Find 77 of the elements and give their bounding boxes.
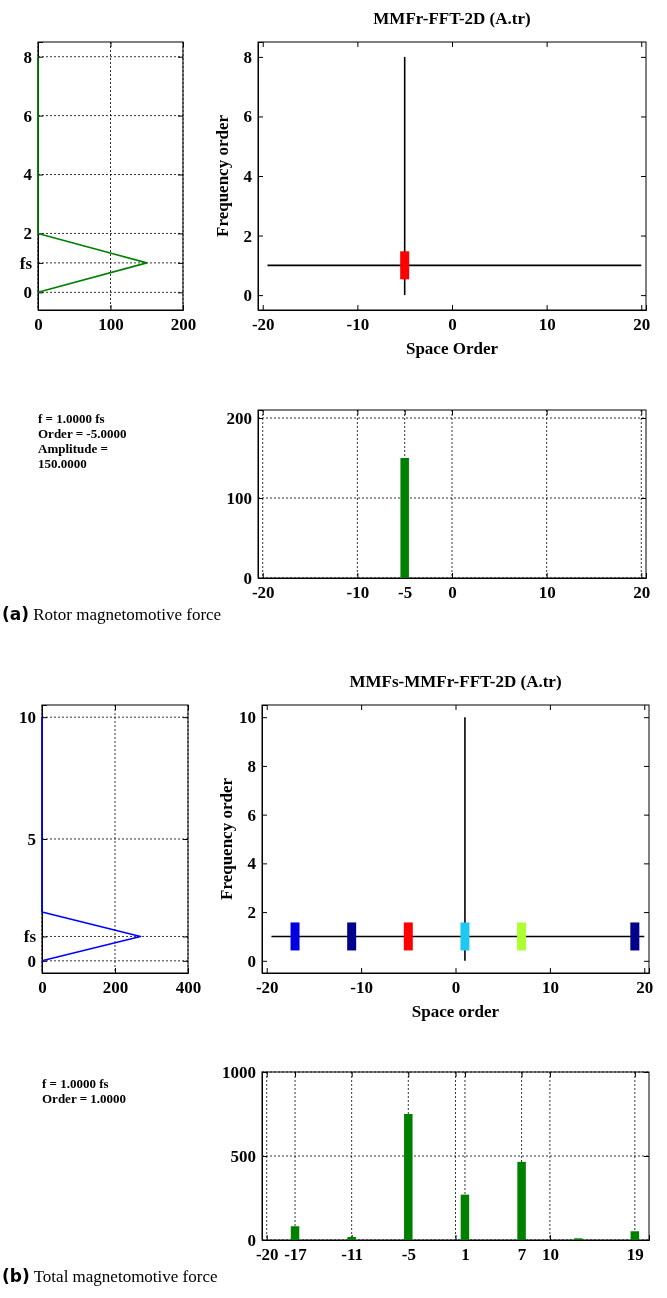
y-tick-label: 0 bbox=[247, 951, 256, 971]
x-tick-label: 200 bbox=[102, 978, 129, 998]
bar bbox=[347, 1236, 356, 1240]
x-tick-label: 10 bbox=[541, 978, 559, 998]
x-tick-label: -10 bbox=[350, 978, 373, 998]
text: f = 1.0000 fs bbox=[38, 411, 105, 426]
y-tick-label: 5 bbox=[27, 829, 36, 849]
x-tick-label: -5 bbox=[398, 583, 413, 603]
y-tick-label: 500 bbox=[230, 1146, 256, 1166]
y-tick-label: 2 bbox=[23, 224, 32, 244]
y-tick-label: 2 bbox=[247, 903, 256, 923]
y-tick-label: fs bbox=[23, 927, 37, 947]
y-tick-label: 0 bbox=[243, 286, 252, 306]
x-tick-label: 200 bbox=[170, 315, 197, 335]
y-tick-label: 1000 bbox=[222, 1062, 256, 1082]
line-series bbox=[37, 55, 148, 294]
y-tick-label: 6 bbox=[23, 106, 32, 126]
text: f = 1.0000 fs bbox=[42, 1076, 109, 1091]
bar bbox=[517, 1161, 526, 1240]
bar bbox=[630, 1231, 640, 1240]
y-tick-label: 8 bbox=[243, 47, 252, 67]
x-tick-label: -20 bbox=[255, 978, 279, 998]
y-tick-label: 4 bbox=[247, 854, 257, 874]
y-tick-label: 0 bbox=[23, 283, 32, 303]
y-tick-label: 6 bbox=[247, 805, 256, 825]
y-tick-label: 4 bbox=[243, 166, 253, 186]
x-tick-label: 10 bbox=[538, 583, 556, 603]
text: (a) Rotor magnetomotive force bbox=[2, 604, 222, 624]
x-tick-label: -5 bbox=[401, 1245, 416, 1265]
y-tick-label: 100 bbox=[226, 488, 252, 508]
x-tick-label: 10 bbox=[541, 1245, 559, 1265]
bar bbox=[460, 1194, 470, 1240]
y-tick-label: 0 bbox=[247, 1230, 256, 1250]
y-tick-label: 0 bbox=[243, 568, 252, 588]
x-tick-label: -17 bbox=[284, 1245, 308, 1265]
x-tick-label: 20 bbox=[633, 583, 651, 603]
x-axis-title: Space order bbox=[411, 1002, 500, 1021]
x-axis-title: Space Order bbox=[405, 339, 499, 358]
x-tick-label: 10 bbox=[538, 315, 556, 335]
y-tick-label: 6 bbox=[243, 107, 252, 127]
text: Order = -5.0000 bbox=[38, 426, 127, 441]
y-tick-label: 4 bbox=[23, 165, 33, 185]
x-tick-label: 100 bbox=[98, 315, 124, 335]
y-tick-label: 0 bbox=[27, 951, 36, 971]
bar bbox=[290, 1226, 300, 1240]
y-tick-label: 10 bbox=[239, 708, 256, 728]
y-tick-label: 8 bbox=[23, 47, 32, 67]
x-tick-label: 7 bbox=[517, 1245, 527, 1265]
x-tick-label: 20 bbox=[636, 978, 654, 998]
x-tick-label: -20 bbox=[251, 583, 275, 603]
text: Order = 1.0000 bbox=[42, 1091, 127, 1106]
y-tick-label: 10 bbox=[19, 708, 36, 728]
y-tick-label: fs bbox=[19, 253, 33, 273]
bar bbox=[404, 1114, 413, 1240]
y-tick-label: 200 bbox=[226, 408, 252, 428]
x-tick-label: -20 bbox=[255, 1245, 279, 1265]
x-tick-label: 0 bbox=[448, 583, 457, 603]
chart-title: MMFs-MMFr-FFT-2D (A.tr) bbox=[349, 672, 562, 691]
chart-title: MMFr-FFT-2D (A.tr) bbox=[373, 9, 531, 28]
x-tick-label: -10 bbox=[346, 583, 370, 603]
x-tick-label: 1 bbox=[461, 1245, 470, 1265]
x-tick-label: 20 bbox=[633, 315, 651, 335]
x-tick-label: 19 bbox=[626, 1245, 644, 1265]
y-axis-title: Frequency order bbox=[217, 777, 236, 900]
line-series bbox=[41, 716, 142, 962]
text: 150.0000 bbox=[38, 456, 87, 471]
x-tick-label: -10 bbox=[346, 315, 370, 335]
y-axis-title: Frequency order bbox=[213, 114, 232, 237]
x-tick-label: 0 bbox=[448, 315, 457, 335]
y-tick-label: 8 bbox=[247, 756, 256, 776]
x-tick-label: -20 bbox=[251, 315, 275, 335]
x-tick-label: 400 bbox=[175, 978, 202, 998]
x-tick-label: 0 bbox=[451, 978, 461, 998]
y-tick-label: 2 bbox=[243, 226, 252, 246]
text: Amplitude = bbox=[38, 441, 108, 456]
text: (b) Total magnetomotive force bbox=[2, 1266, 218, 1286]
x-tick-label: -11 bbox=[341, 1245, 364, 1265]
